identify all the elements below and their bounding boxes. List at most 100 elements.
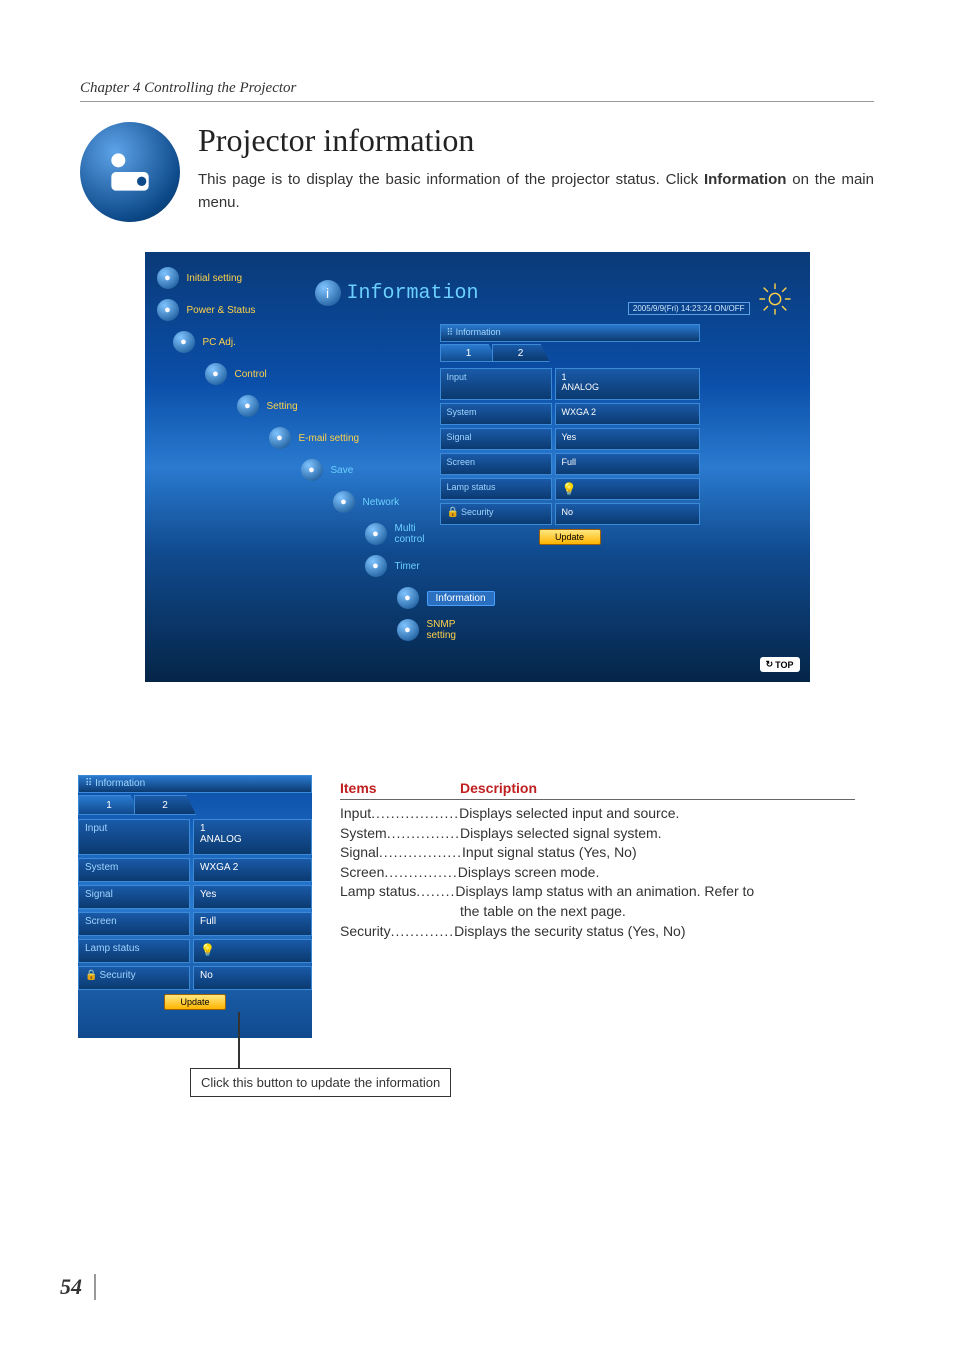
info-row: Lamp status💡	[440, 478, 700, 500]
info-value: Full	[193, 912, 312, 936]
sidebar-item[interactable]: ●SNMP setting	[145, 614, 435, 646]
sidebar-item[interactable]: ● Save	[145, 454, 435, 486]
menu-label: SNMP setting	[427, 619, 456, 641]
sidebar-item[interactable]: ● Initial setting	[145, 262, 435, 294]
info-icon	[80, 122, 180, 222]
desc-dots: .............	[391, 922, 455, 942]
menu-icon: ●	[157, 267, 179, 289]
panel-header: Information	[440, 324, 700, 342]
datetime-badge: 2005/9/9(Fri) 14:23:24 ON/OFF	[628, 302, 750, 315]
info-key: Input	[440, 368, 552, 400]
desc-text: Input signal status (Yes, No)	[462, 843, 855, 863]
desc-row: Security.............Displays the securi…	[340, 922, 855, 942]
desc-row: Lamp status........Displays lamp status …	[340, 882, 855, 902]
menu-icon: ●	[237, 395, 259, 417]
info-key: Lamp status	[78, 939, 190, 963]
menu-label: Power & Status	[187, 305, 256, 316]
desc-item: Lamp status	[340, 882, 416, 902]
info-value: WXGA 2	[193, 858, 312, 882]
small-update-button[interactable]: Update	[164, 994, 226, 1010]
menu-label: Control	[235, 369, 267, 380]
sidebar-item[interactable]: ● E-mail setting	[145, 422, 435, 454]
intro-bold: Information	[704, 171, 787, 188]
menu-icon: ●	[173, 331, 195, 353]
menu-icon: ●	[365, 555, 387, 577]
menu-icon: ●	[205, 363, 227, 385]
sidebar-item[interactable]: ● Power & Status	[145, 294, 435, 326]
menu-icon: ●	[397, 587, 419, 609]
page-title: Projector information	[198, 122, 874, 159]
top-button[interactable]: ↻TOP	[760, 657, 800, 672]
desc-text: Displays the security status (Yes, No)	[454, 922, 855, 942]
desc-dots: ........	[416, 882, 455, 902]
menu-icon: ●	[301, 459, 323, 481]
small-panel-header: Information	[78, 775, 312, 793]
update-button[interactable]: Update	[539, 529, 601, 545]
sidebar-item[interactable]: ● Control	[145, 358, 435, 390]
intro-pre: This page is to display the basic inform…	[198, 171, 704, 188]
info-value: 💡	[193, 939, 312, 963]
sidebar-item[interactable]: ●Network	[145, 486, 435, 518]
menu-label: Initial setting	[187, 273, 243, 284]
info-key: Lamp status	[440, 478, 552, 500]
info-key: 🔒Security	[78, 966, 190, 990]
desc-row: Input..................Displays selected…	[340, 804, 855, 824]
info-key: System	[78, 858, 190, 882]
menu-label: PC Adj.	[203, 337, 236, 348]
panel-tab[interactable]: 1	[440, 344, 498, 362]
desc-item: Input	[340, 804, 371, 824]
info-row: ScreenFull	[78, 912, 312, 936]
info-row: Input1ANALOG	[78, 819, 312, 855]
info-key: Signal	[78, 885, 190, 909]
info-value: 💡	[555, 478, 700, 500]
info-value: Yes	[193, 885, 312, 909]
panel-tab[interactable]: 2	[492, 344, 550, 362]
sidebar-item[interactable]: ●Multi control	[145, 518, 435, 550]
page-number: 54	[60, 1274, 96, 1300]
menu-icon: ●	[269, 427, 291, 449]
desc-head-items: Items	[340, 780, 460, 796]
desc-text: Displays lamp status with an animation. …	[455, 882, 855, 902]
info-row: 🔒SecurityNo	[78, 966, 312, 990]
info-key: System	[440, 403, 552, 425]
main-screenshot: i Information 2005/9/9(Fri) 14:23:24 ON/…	[145, 252, 810, 682]
top-label: TOP	[775, 660, 793, 670]
sidebar-item[interactable]: ● Setting	[145, 390, 435, 422]
info-key: Screen	[78, 912, 190, 936]
small-info-panel: Information 12 Input1ANALOGSystemWXGA 2S…	[78, 775, 312, 1038]
sidebar-item[interactable]: ● PC Adj.	[145, 326, 435, 358]
menu-label: Setting	[267, 401, 298, 412]
info-row: SignalYes	[440, 428, 700, 450]
callout-line	[238, 1012, 240, 1072]
desc-row: System...............Displays selected s…	[340, 824, 855, 844]
sidebar-item[interactable]: ● Timer	[145, 550, 435, 582]
desc-text: Displays screen mode.	[458, 863, 855, 883]
menu-label: Save	[331, 465, 354, 476]
desc-head-description: Description	[460, 780, 537, 796]
small-panel-tabs: 12	[78, 795, 312, 813]
info-value: 1ANALOG	[555, 368, 700, 400]
info-value: WXGA 2	[555, 403, 700, 425]
desc-text: Displays selected signal system.	[460, 824, 855, 844]
desc-row-cont: the table on the next page.	[340, 902, 855, 922]
info-row: 🔒SecurityNo	[440, 503, 700, 525]
menu-icon: ●	[365, 523, 387, 545]
menu-icon: ●	[157, 299, 179, 321]
panel-tab[interactable]: 2	[134, 795, 196, 815]
desc-dots: ...............	[384, 863, 457, 883]
desc-item: Security	[340, 922, 391, 942]
info-row: SystemWXGA 2	[440, 403, 700, 425]
desc-item: System	[340, 824, 387, 844]
description-table: Items Description Input.................…	[340, 780, 855, 941]
callout-box: Click this button to update the informat…	[190, 1068, 451, 1097]
panel-tab[interactable]: 1	[78, 795, 140, 815]
info-panel: Information 12 Input1ANALOGSystemWXGA 2S…	[440, 324, 700, 545]
info-value: No	[193, 966, 312, 990]
info-row: Lamp status💡	[78, 939, 312, 963]
menu-label: E-mail setting	[299, 433, 360, 444]
desc-item: Screen	[340, 863, 384, 883]
desc-item: Signal	[340, 843, 379, 863]
menu-label: Timer	[395, 561, 420, 572]
sidebar-item[interactable]: ●Information	[145, 582, 435, 614]
desc-row: Screen...............Displays screen mod…	[340, 863, 855, 883]
